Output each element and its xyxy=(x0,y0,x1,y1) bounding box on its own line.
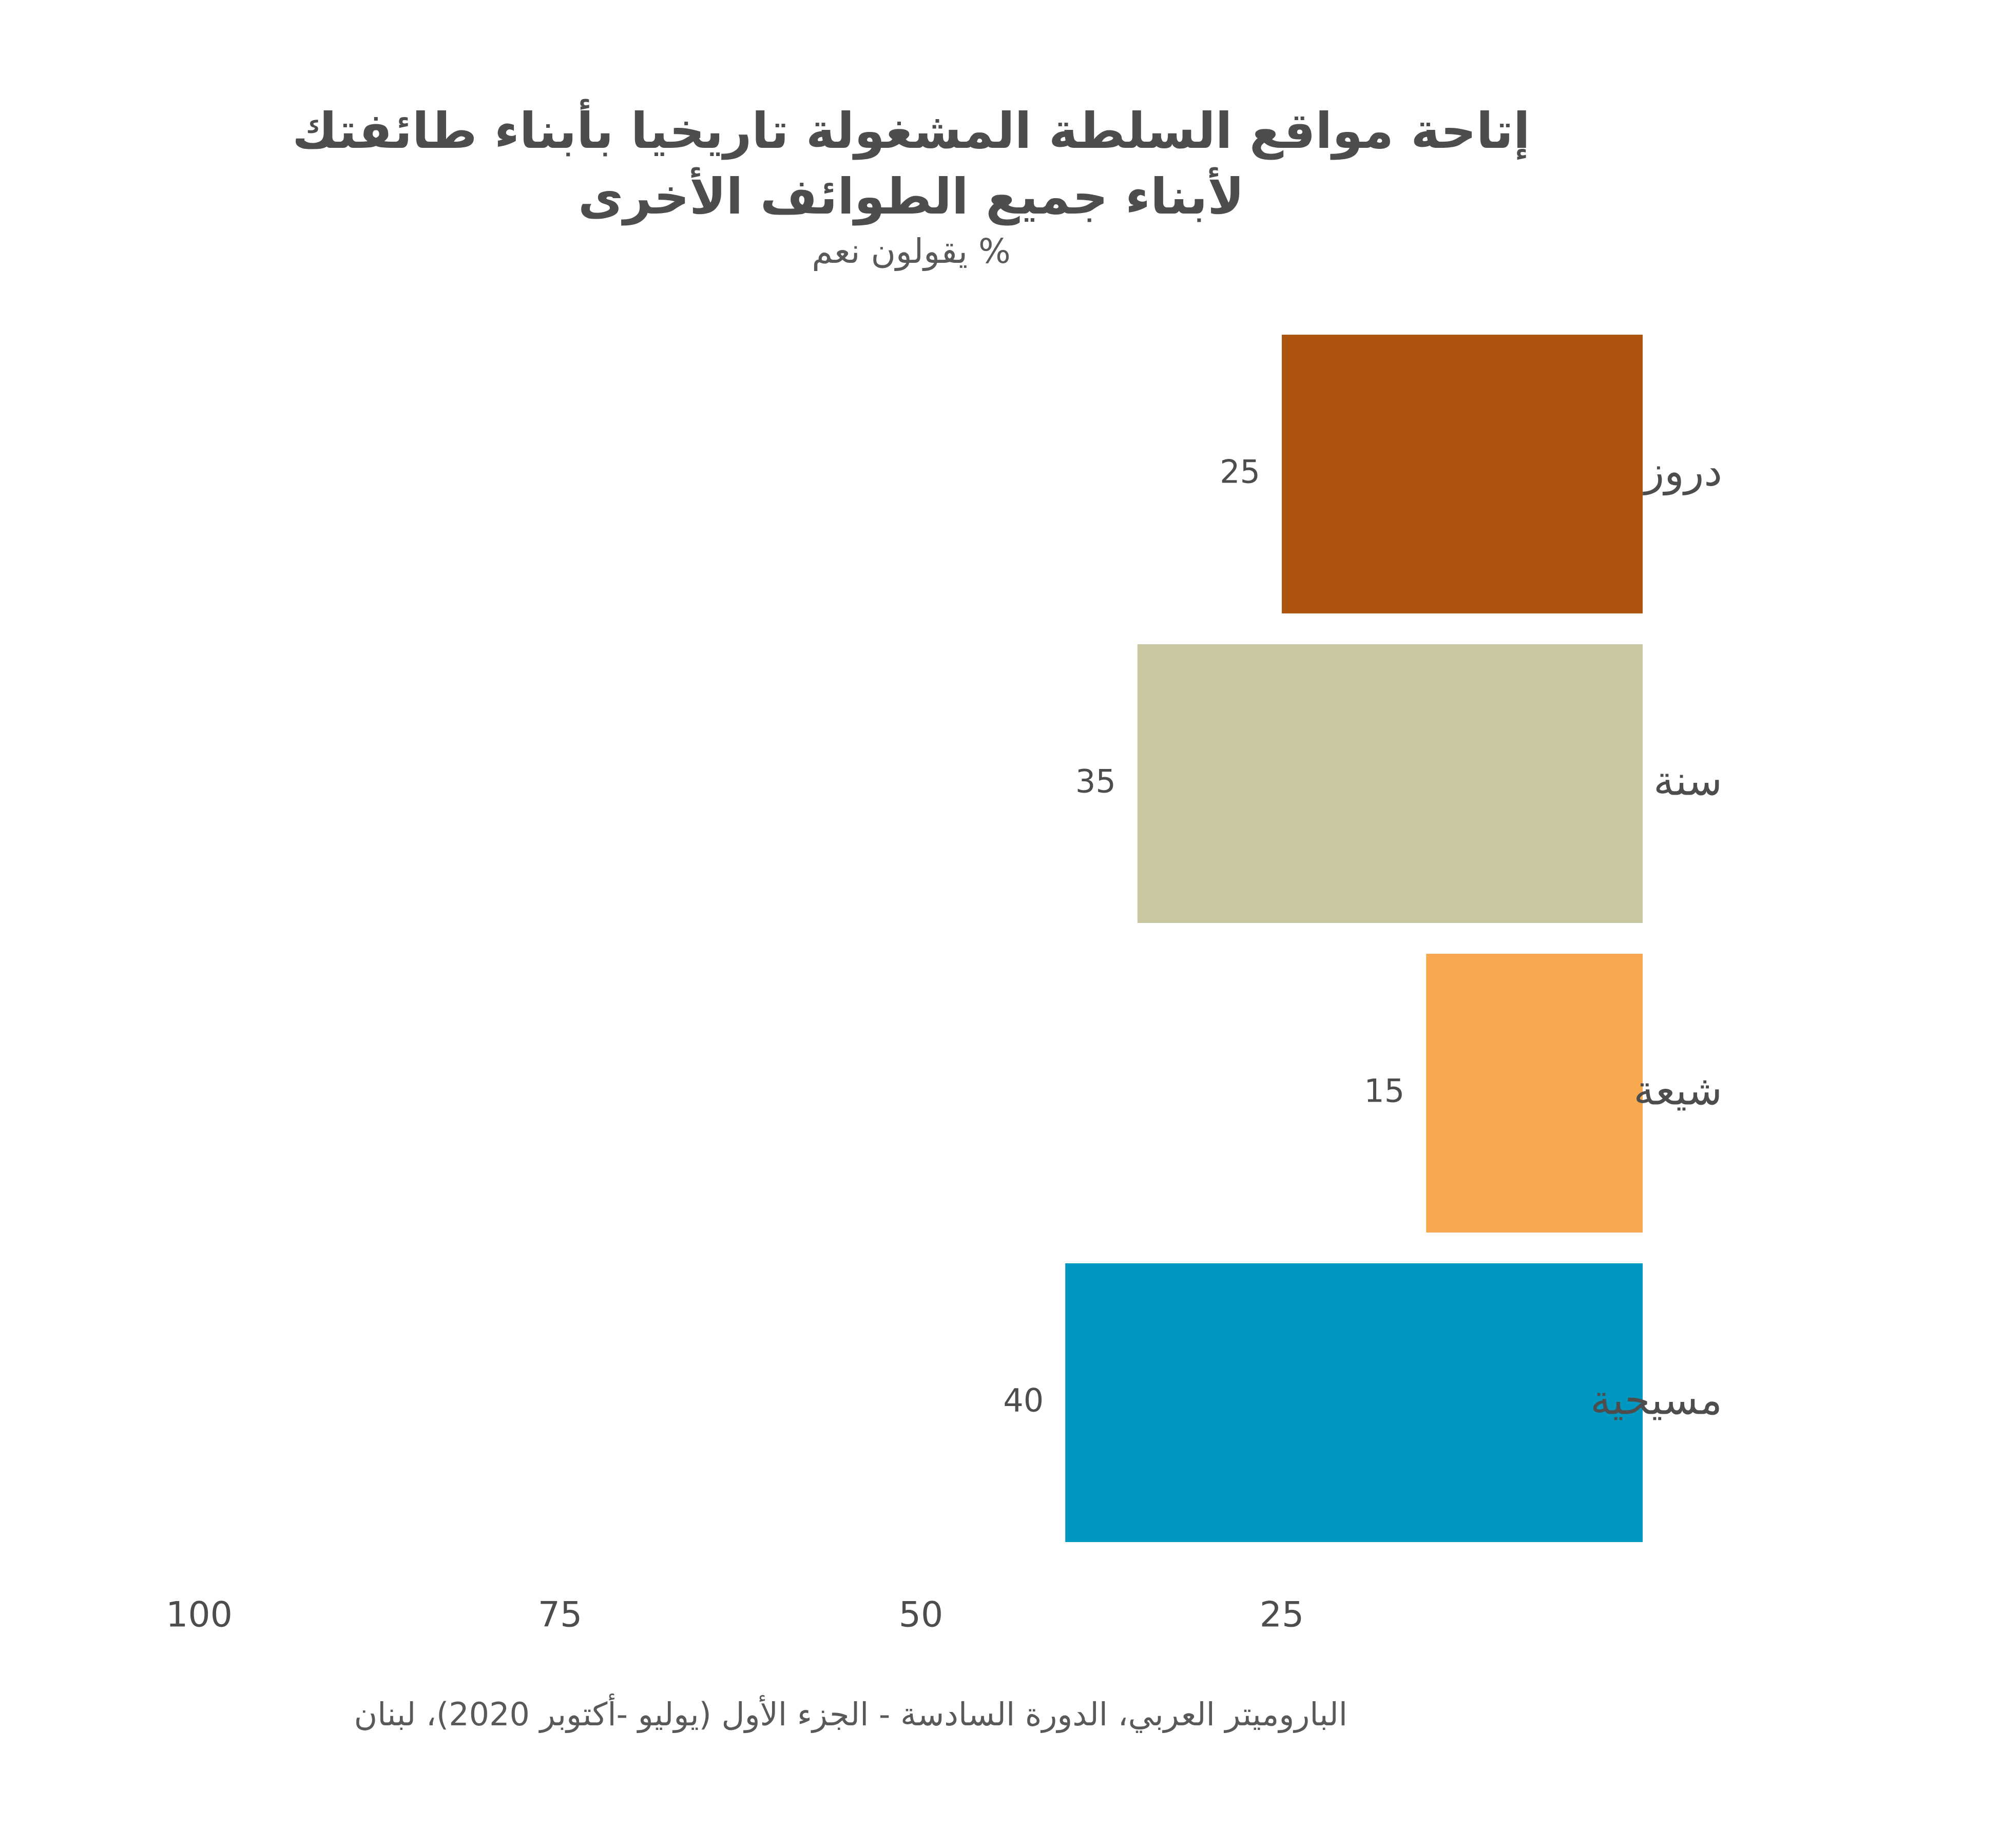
data-label: 40 xyxy=(1003,1382,1044,1419)
category-label: شيعة xyxy=(1633,1066,1722,1114)
x-tick-label: 100 xyxy=(166,1595,233,1635)
bar xyxy=(1282,335,1643,613)
chart-title-line-2: لأبناء جميع الطوائف الأخرى xyxy=(578,168,1244,225)
chart-title-line-1: إتاحة مواقع السلطة المشغولة تاريخيا بأبن… xyxy=(292,102,1530,160)
bar xyxy=(1137,644,1643,923)
category-label: سنة xyxy=(1653,757,1722,804)
x-tick-label: 50 xyxy=(899,1595,944,1635)
x-tick-label: 25 xyxy=(1260,1595,1304,1635)
bar xyxy=(1426,954,1643,1233)
data-label: 35 xyxy=(1075,763,1116,800)
bar xyxy=(1065,1263,1643,1542)
data-label: 25 xyxy=(1220,453,1260,491)
data-label: 15 xyxy=(1364,1072,1404,1110)
category-label: دروز xyxy=(1642,447,1722,495)
source-note: الباروميتر العربي، الدورة السادسة - الجز… xyxy=(354,1696,1348,1733)
chart-subtitle: % يقولون نعم xyxy=(812,232,1011,271)
category-label: مسيحية xyxy=(1590,1376,1722,1423)
x-tick-label: 75 xyxy=(538,1595,583,1635)
